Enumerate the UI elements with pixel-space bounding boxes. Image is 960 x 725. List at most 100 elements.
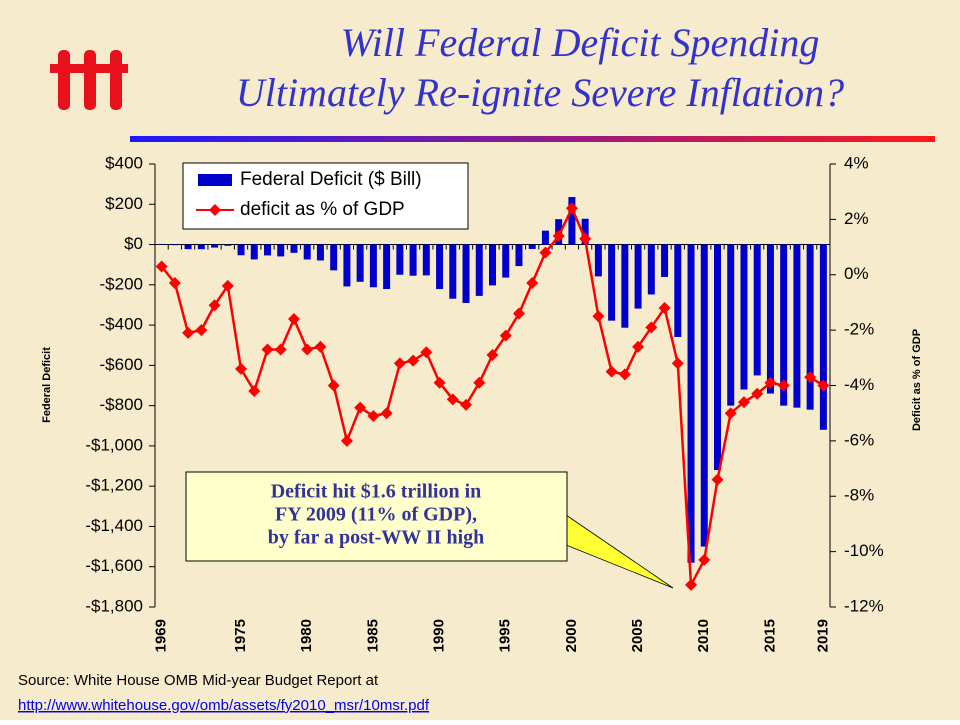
point: [261, 343, 274, 356]
bar: [330, 244, 338, 271]
callout: [185, 471, 568, 562]
point: [367, 409, 380, 422]
point: [354, 401, 367, 414]
source-link[interactable]: http://www.whitehouse.gov/omb/assets/fy2…: [18, 697, 430, 714]
point: [208, 299, 221, 312]
x-tick-label: 2010: [695, 619, 712, 652]
legend-label: deficit as % of GDP: [240, 199, 405, 220]
y2-axis-label: Deficit as % of GDP: [911, 329, 923, 431]
source: Source: White House OMB Mid-year Budget …: [18, 672, 379, 689]
bar: [211, 244, 219, 248]
point: [301, 343, 314, 356]
bar: [290, 244, 298, 253]
point: [698, 553, 711, 566]
y-tick-label: -$1,800: [85, 596, 143, 615]
bar: [634, 244, 642, 309]
point: [340, 434, 353, 447]
x-tick-label: 1969: [153, 619, 170, 652]
callout-text: FY 2009 (11% of GDP),: [275, 504, 477, 526]
point: [526, 277, 539, 290]
bar: [158, 243, 166, 245]
point: [235, 362, 248, 375]
point: [499, 329, 512, 342]
bar: [356, 244, 364, 282]
y2-tick-label: -6%: [844, 430, 874, 449]
point: [287, 313, 300, 326]
bar: [502, 244, 510, 278]
point: [274, 343, 287, 356]
point: [685, 578, 698, 591]
point: [182, 326, 195, 339]
bar: [224, 244, 232, 246]
y-tick-label: -$400: [100, 315, 143, 334]
point: [579, 232, 592, 245]
point: [764, 376, 777, 389]
title: Ultimately Re-ignite Severe Inflation?: [236, 70, 844, 115]
x-tick-label: 2000: [563, 619, 580, 652]
bar: [647, 244, 655, 295]
bar: [197, 244, 205, 250]
bar: [806, 244, 814, 410]
y-tick-label: -$1,400: [85, 516, 143, 535]
bar: [568, 197, 576, 245]
bar: [396, 244, 404, 275]
legend-swatch: [209, 204, 221, 216]
point: [592, 310, 605, 323]
point: [420, 346, 433, 359]
point: [552, 229, 565, 242]
y2-tick-label: -4%: [844, 375, 874, 394]
point: [314, 340, 327, 353]
logo: [50, 50, 128, 110]
bar: [237, 244, 245, 256]
bar: [700, 244, 708, 547]
y-tick-label: -$800: [100, 395, 143, 414]
bar: [383, 244, 391, 290]
y-tick-label: $0: [124, 234, 143, 253]
point: [473, 376, 486, 389]
point: [724, 407, 737, 420]
y2-tick-label: -10%: [844, 541, 884, 560]
point: [195, 324, 208, 337]
bar: [462, 244, 470, 303]
bar: [674, 244, 682, 337]
point: [632, 340, 645, 353]
bar: [819, 244, 827, 430]
bar: [489, 244, 496, 286]
point: [737, 396, 750, 409]
legend-swatch: [198, 174, 232, 186]
point: [327, 379, 340, 392]
point: [512, 307, 525, 320]
bar: [409, 244, 417, 276]
y-tick-label: -$1,200: [85, 476, 143, 495]
bar: [727, 244, 735, 406]
point: [711, 473, 724, 486]
bar: [316, 244, 324, 261]
x-tick-label: 1985: [364, 619, 381, 652]
point: [460, 398, 473, 411]
y2-tick-label: 4%: [844, 153, 869, 172]
x-tick-label: 1995: [497, 619, 514, 652]
bar: [621, 244, 629, 328]
bar: [369, 244, 377, 288]
y-tick-label: -$600: [100, 355, 143, 374]
x-tick-label: 2019: [814, 619, 831, 652]
bar: [277, 244, 285, 257]
point: [817, 379, 830, 392]
bar: [528, 244, 536, 249]
bar: [422, 244, 430, 276]
bar: [475, 244, 483, 296]
bar: [753, 244, 761, 376]
x-tick-label: 1975: [232, 619, 249, 652]
y-tick-label: -$1,000: [85, 435, 143, 454]
bar: [184, 244, 192, 250]
point: [221, 279, 234, 292]
plot: $400 $200 $0 -$200 -$400 -$600 -$800 -$1,000 -$1…: [85, 153, 883, 652]
callout-text: Deficit hit $1.6 trillion in: [271, 481, 482, 503]
bar: [449, 244, 457, 299]
point: [433, 376, 446, 389]
point: [645, 321, 658, 334]
bar: [515, 244, 523, 267]
callout-text: by far a post-WW II high: [268, 527, 485, 549]
y2-tick-label: -8%: [844, 486, 874, 505]
